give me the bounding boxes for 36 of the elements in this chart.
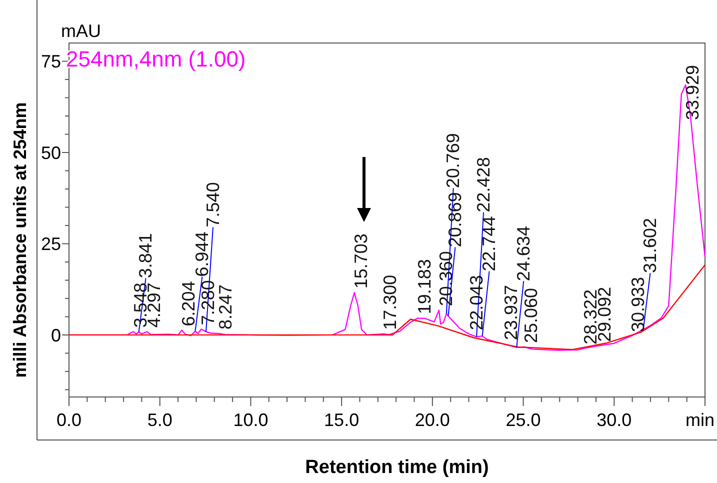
x-tick-label: 5.0 (147, 410, 172, 430)
annotation: 30.933 (628, 276, 648, 332)
annotation: 20.769 (443, 133, 464, 188)
annotation: 25.060 (521, 288, 542, 343)
annotation: 31.602 (640, 218, 660, 274)
y-axis-title: milli Absorbance units at 254nm (10, 102, 30, 378)
annotation: 7.280 (198, 280, 218, 326)
text: mAU (61, 21, 101, 41)
annotation: 20.360 (436, 251, 456, 306)
annotation: 8.247 (216, 284, 236, 330)
annotation: 24.634 (513, 226, 534, 282)
annotation: 22.428 (473, 157, 494, 212)
y-tick-label: 75 (40, 52, 61, 72)
y-tick-label: 50 (40, 142, 61, 163)
x-tick-label: min (685, 410, 715, 430)
annotation: 7.540 (202, 182, 223, 228)
x-tick-label: 0.0 (56, 410, 82, 430)
annotation: 19.183 (414, 259, 434, 314)
x-tick-label: 15.0 (324, 410, 360, 430)
x-tick-label: 30.0 (596, 410, 632, 430)
x-tick-label: 10.0 (233, 410, 268, 430)
annotation: 23.937 (500, 285, 521, 340)
annotation: 22.744 (479, 216, 500, 272)
y-tick-label: 25 (40, 234, 61, 254)
x-axis-title: Retention time (min) (305, 457, 489, 478)
x-tick-label: 20.0 (414, 410, 450, 430)
x-tick-label: 25.0 (506, 410, 541, 430)
annotation: 6.204 (178, 281, 199, 326)
annotation: 15.703 (351, 234, 372, 289)
annotation: 6.944 (192, 232, 212, 277)
y-tick-label: 0 (50, 325, 61, 346)
annotation: 22.043 (466, 275, 486, 330)
annotation: 3.841 (136, 233, 156, 278)
annotation: 17.300 (380, 274, 400, 330)
annotation: 20.869 (445, 192, 466, 248)
annotation: 33.929 (682, 64, 702, 120)
